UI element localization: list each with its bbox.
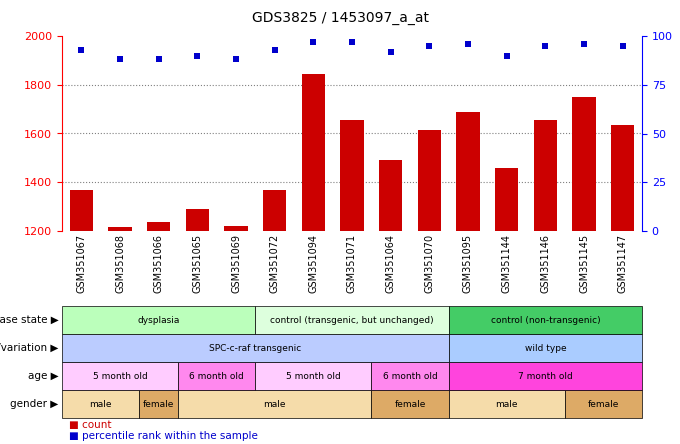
Text: female: female	[588, 400, 619, 408]
Bar	[534, 120, 557, 231]
Text: gender ▶: gender ▶	[10, 399, 58, 409]
Text: disease state ▶: disease state ▶	[0, 315, 58, 325]
Text: male: male	[263, 400, 286, 408]
Bar	[186, 209, 209, 231]
Bar	[418, 130, 441, 231]
Text: GDS3825 / 1453097_a_at: GDS3825 / 1453097_a_at	[252, 11, 428, 25]
Bar	[263, 190, 286, 231]
Text: wild type: wild type	[524, 344, 566, 353]
Bar	[302, 74, 325, 231]
Text: 5 month old: 5 month old	[92, 372, 148, 381]
Text: ■ count: ■ count	[69, 420, 112, 430]
Bar	[573, 97, 596, 231]
Text: dysplasia: dysplasia	[137, 316, 180, 325]
Bar	[108, 227, 132, 231]
Bar	[495, 168, 518, 231]
Text: SPC-c-raf transgenic: SPC-c-raf transgenic	[209, 344, 301, 353]
Text: 5 month old: 5 month old	[286, 372, 341, 381]
Bar	[70, 190, 93, 231]
Bar	[224, 226, 248, 231]
Text: ■ percentile rank within the sample: ■ percentile rank within the sample	[69, 431, 258, 441]
Bar	[147, 222, 170, 231]
Bar	[611, 125, 634, 231]
Bar	[341, 120, 364, 231]
Text: control (transgenic, but unchanged): control (transgenic, but unchanged)	[270, 316, 434, 325]
Text: genotype/variation ▶: genotype/variation ▶	[0, 343, 58, 353]
Text: male: male	[89, 400, 112, 408]
Bar	[379, 160, 403, 231]
Text: male: male	[496, 400, 518, 408]
Text: 6 month old: 6 month old	[383, 372, 437, 381]
Text: 6 month old: 6 month old	[189, 372, 244, 381]
Text: control (non-transgenic): control (non-transgenic)	[490, 316, 600, 325]
Text: female: female	[394, 400, 426, 408]
Text: female: female	[143, 400, 174, 408]
Text: 7 month old: 7 month old	[518, 372, 573, 381]
Text: age ▶: age ▶	[28, 371, 58, 381]
Bar	[456, 111, 479, 231]
